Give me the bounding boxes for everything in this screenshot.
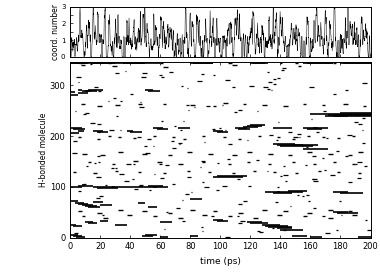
X-axis label: time (ps): time (ps) <box>200 257 241 266</box>
Y-axis label: coord. number: coord. number <box>51 4 60 60</box>
Y-axis label: H-bonded molecule: H-bonded molecule <box>39 113 48 187</box>
